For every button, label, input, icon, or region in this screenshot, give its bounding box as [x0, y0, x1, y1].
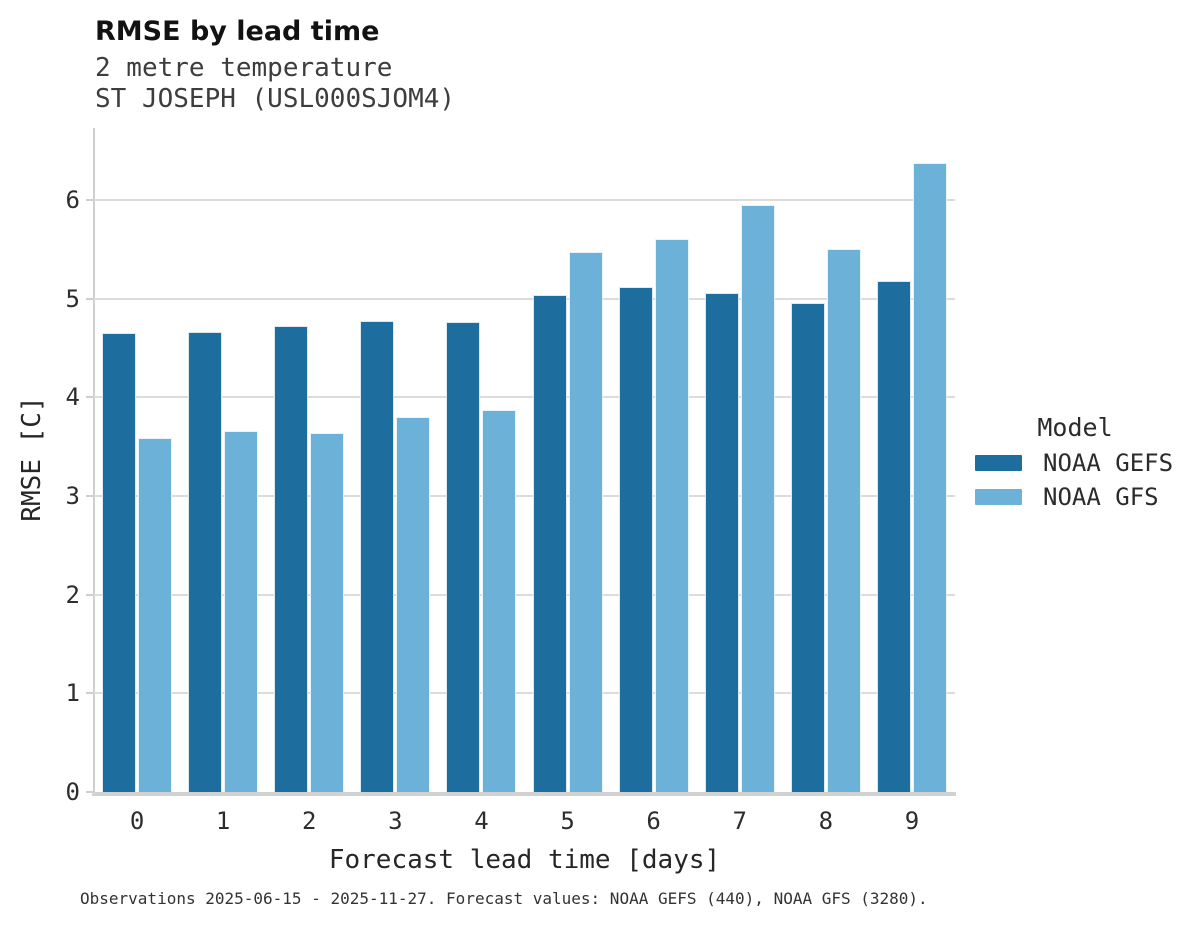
x-tick-label-8: 8 — [818, 807, 834, 835]
bar-noaa-gefs-4 — [446, 322, 481, 792]
x-tick-label-9: 9 — [904, 807, 920, 835]
gridline-y-2 — [94, 593, 955, 596]
x-tick-label-0: 0 — [129, 807, 145, 835]
y-tick-mark-6 — [86, 199, 93, 202]
bar-noaa-gfs-0 — [138, 437, 173, 792]
chart-title: RMSE by lead time — [95, 16, 380, 47]
y-tick-label-5: 5 — [65, 284, 80, 313]
bar-noaa-gefs-6 — [618, 286, 653, 792]
y-tick-mark-0 — [86, 791, 93, 793]
gridline-y-3 — [94, 495, 955, 497]
x-axis-spine — [92, 792, 956, 796]
bar-noaa-gfs-6 — [654, 238, 689, 792]
x-tick-label-6: 6 — [646, 807, 661, 835]
x-tick-label-3: 3 — [388, 807, 403, 835]
y-tick-label-3: 3 — [65, 482, 80, 510]
x-tick-label-1: 1 — [215, 807, 231, 835]
bar-noaa-gefs-0 — [102, 333, 137, 792]
y-tick-mark-1 — [86, 692, 93, 695]
gridline-y-1 — [94, 692, 955, 695]
y-tick-label-4: 4 — [65, 383, 80, 412]
bar-noaa-gefs-8 — [790, 302, 825, 792]
caption: Observations 2025-06-15 - 2025-11-27. Fo… — [80, 889, 928, 908]
legend-label-noaa-gefs: NOAA GEFS — [1043, 449, 1174, 477]
x-axis-title: Forecast lead time [days] — [328, 845, 721, 875]
y-tick-label-0: 0 — [65, 778, 80, 806]
legend-swatch-noaa-gfs — [975, 489, 1022, 505]
bar-noaa-gefs-9 — [876, 280, 911, 792]
bar-noaa-gefs-3 — [360, 321, 395, 792]
bar-noaa-gefs-2 — [274, 326, 309, 792]
plot-area: 0 1 2 3 4 5 6 0 1 2 3 4 5 6 7 8 9 — [66, 128, 956, 835]
chart-subtitle-station: ST JOSEPH (USL000SJOM4) — [95, 84, 456, 114]
y-axis-title: RMSE [C] — [17, 396, 47, 522]
y-tick-label-1: 1 — [65, 679, 80, 708]
bar-noaa-gfs-8 — [826, 249, 861, 792]
bar-noaa-gfs-4 — [482, 410, 517, 792]
y-tick-mark-3 — [86, 495, 93, 497]
chart-subtitle-variable: 2 metre temperature — [95, 53, 393, 83]
bar-noaa-gfs-2 — [310, 432, 345, 792]
legend-label-noaa-gfs: NOAA GFS — [1043, 483, 1159, 511]
bar-noaa-gefs-1 — [188, 332, 223, 792]
bar-noaa-gfs-7 — [740, 204, 775, 792]
x-tick-label-2: 2 — [302, 807, 317, 835]
y-axis-spine — [93, 128, 95, 796]
x-tick-label-4: 4 — [474, 807, 489, 835]
gridline-y-4 — [94, 396, 955, 399]
bar-noaa-gfs-9 — [912, 162, 947, 792]
gridline-y-6 — [94, 199, 955, 202]
y-tick-mark-5 — [86, 297, 93, 300]
x-tick-label-5: 5 — [560, 807, 575, 835]
bar-noaa-gfs-1 — [224, 430, 259, 792]
bar-noaa-gefs-7 — [704, 292, 739, 792]
bar-noaa-gfs-3 — [396, 417, 431, 792]
x-tick-label-7: 7 — [732, 807, 747, 835]
y-tick-label-2: 2 — [65, 580, 80, 609]
y-tick-label-6: 6 — [65, 186, 80, 215]
legend-swatch-noaa-gefs — [975, 455, 1022, 471]
y-tick-mark-2 — [86, 593, 93, 596]
legend-title: Model — [1037, 413, 1113, 442]
y-tick-mark-4 — [86, 396, 93, 399]
bar-noaa-gefs-5 — [532, 294, 567, 792]
gridline-y-5 — [94, 297, 955, 300]
bar-noaa-gfs-5 — [568, 252, 603, 792]
